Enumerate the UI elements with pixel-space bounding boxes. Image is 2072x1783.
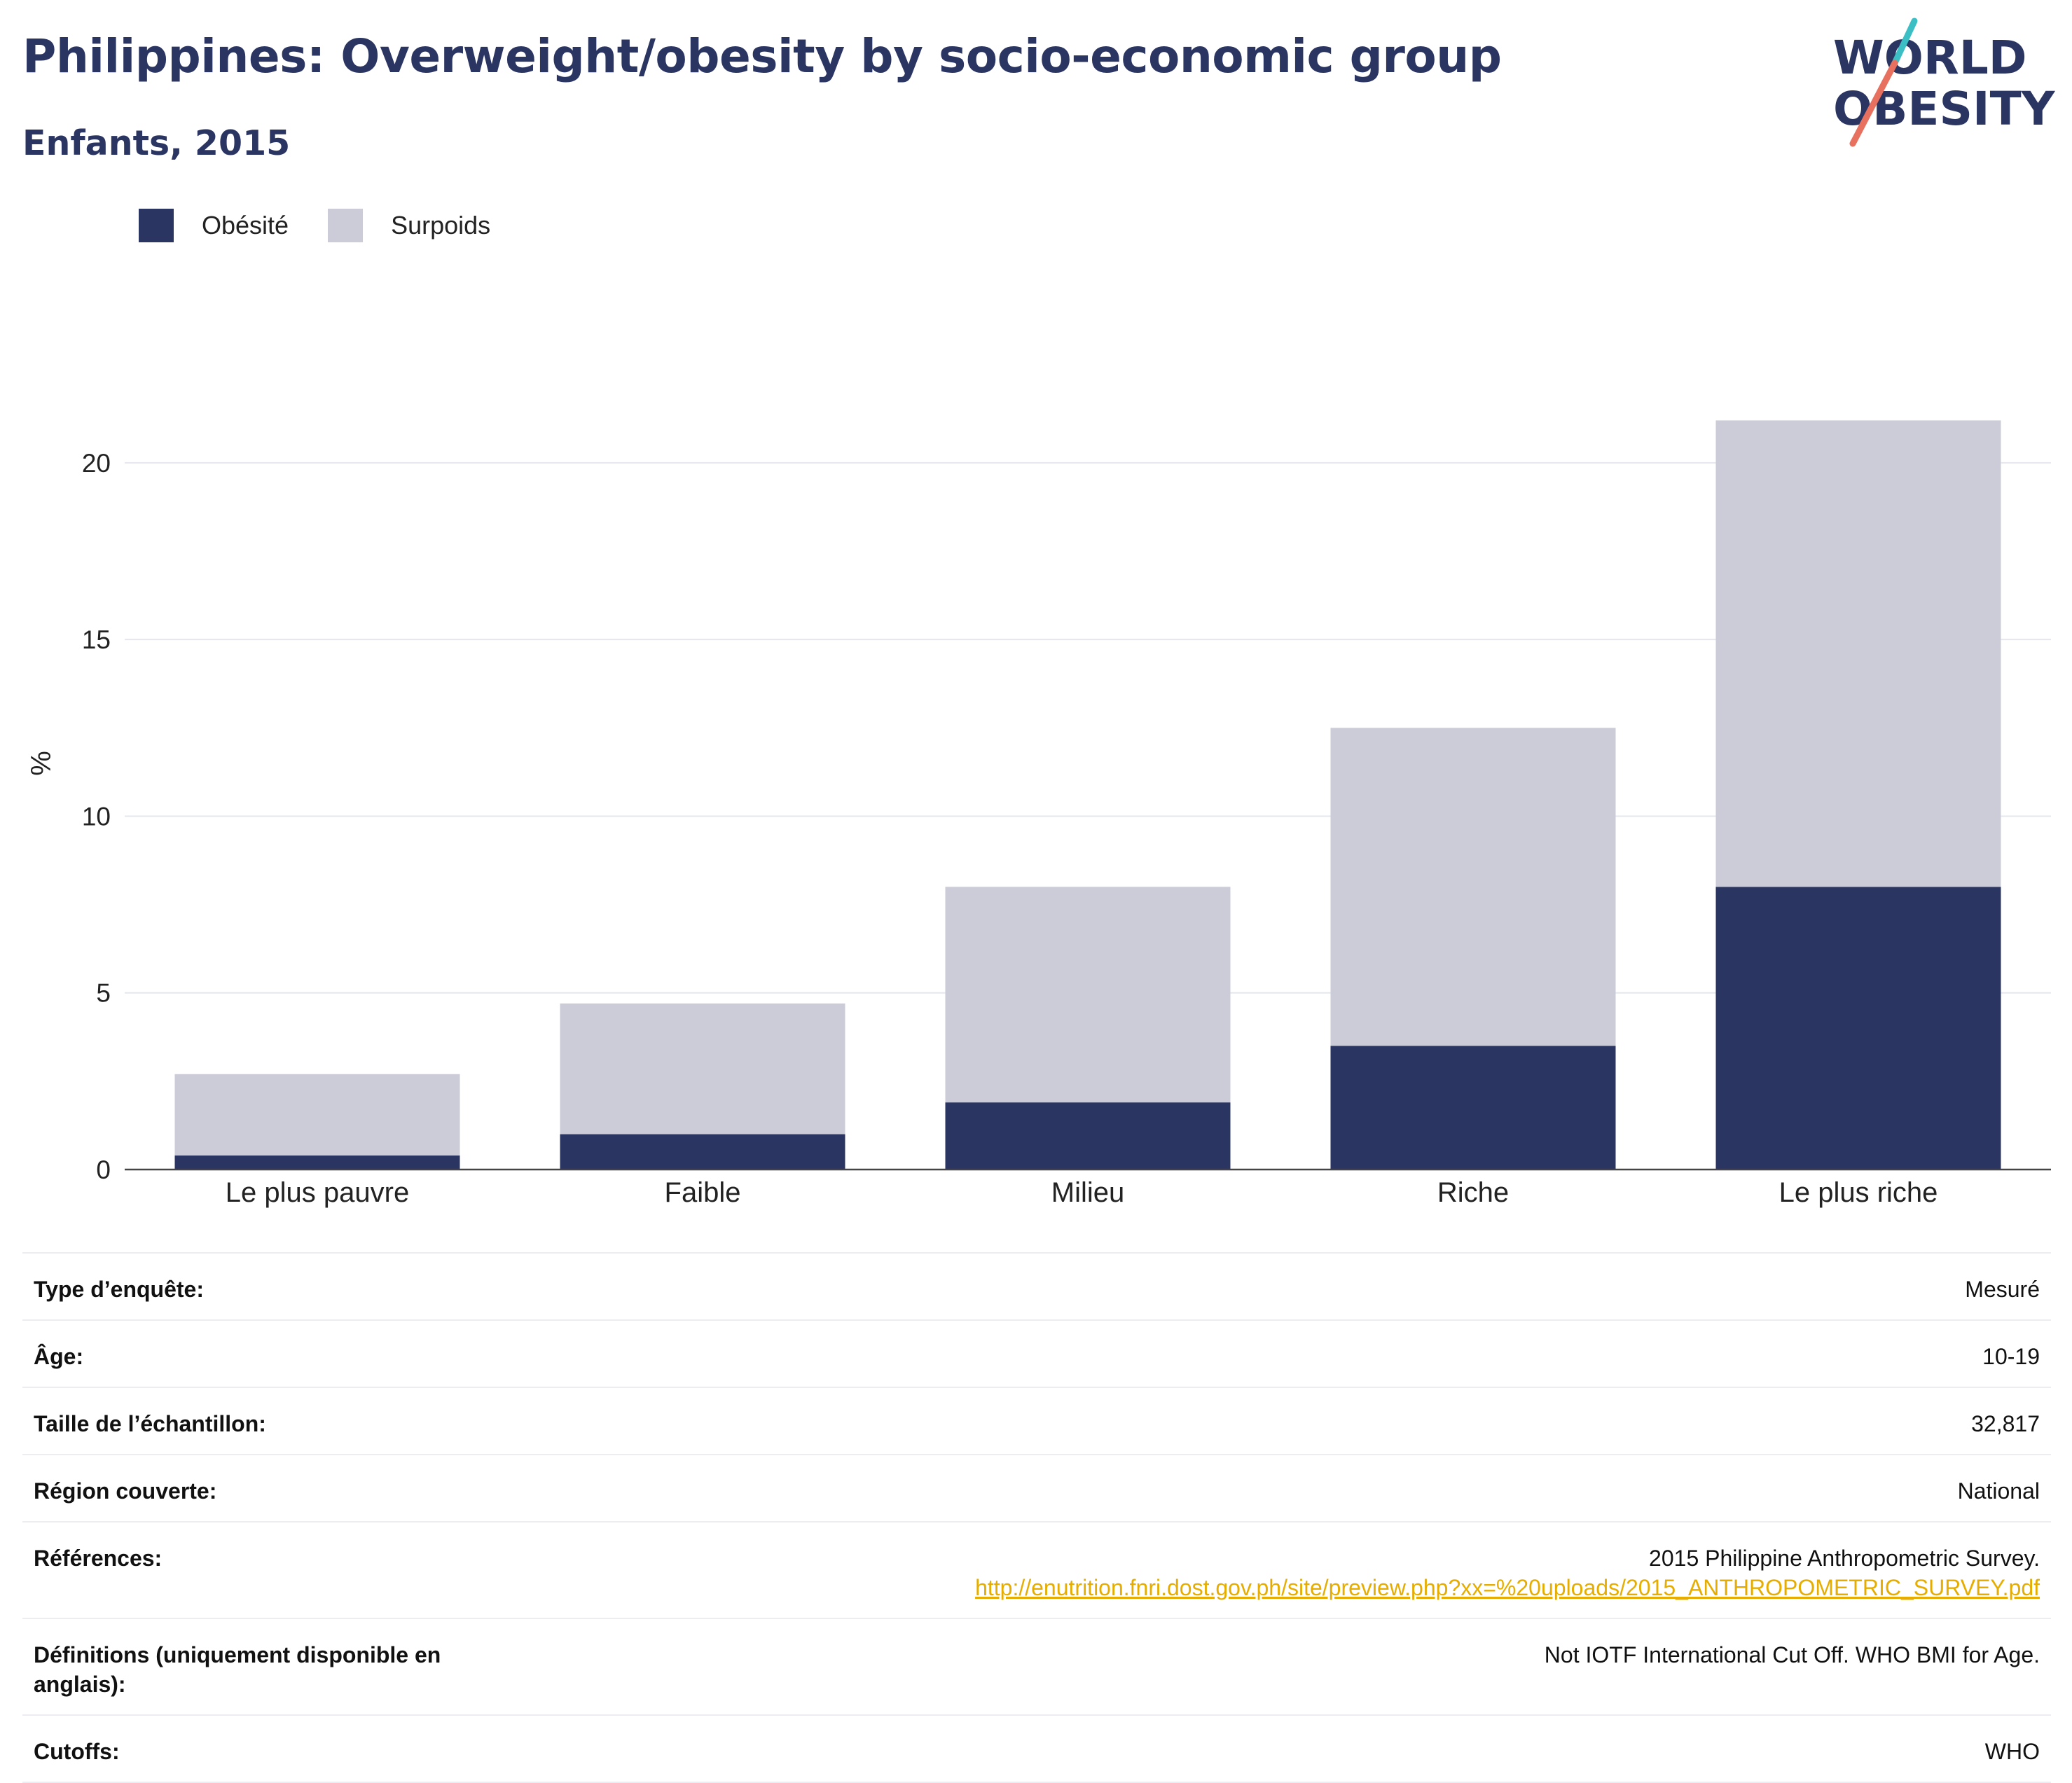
y-tick-label: 20 bbox=[82, 449, 111, 478]
info-value-cutoffs: WHO bbox=[1984, 1739, 2040, 1764]
bar-surpoids bbox=[1330, 728, 1616, 1046]
info-label-survey-type: Type d’enquête: bbox=[34, 1277, 204, 1302]
info-label-age: Âge: bbox=[34, 1344, 84, 1369]
bar-obesite bbox=[560, 1134, 845, 1170]
info-label-definitions: Définitions (uniquement disponible en an… bbox=[34, 1642, 441, 1697]
info-value-survey-type: Mesuré bbox=[1965, 1277, 2040, 1302]
bar-obesite bbox=[945, 1102, 1231, 1170]
bar-obesite bbox=[174, 1155, 460, 1170]
logo-word-world: WORLD bbox=[1833, 31, 2027, 85]
y-tick-label: 5 bbox=[96, 979, 111, 1008]
info-label-references: Références: bbox=[34, 1546, 163, 1571]
x-tick-label: Faible bbox=[665, 1177, 741, 1208]
x-tick-label: Milieu bbox=[1051, 1177, 1124, 1208]
info-row-cutoffs: Cutoffs: WHO bbox=[22, 1716, 2051, 1783]
info-row-survey-type: Type d’enquête: Mesuré bbox=[22, 1254, 2051, 1321]
info-row-region: Région couverte: National bbox=[22, 1455, 2051, 1522]
y-axis-title: % bbox=[26, 751, 57, 776]
bar-surpoids bbox=[1715, 420, 2001, 887]
bar-obesite bbox=[1330, 1046, 1616, 1170]
info-row-definitions: Définitions (uniquement disponible en an… bbox=[22, 1619, 2051, 1716]
info-value-age: 10-19 bbox=[1982, 1344, 2040, 1369]
chart-subtitle: Enfants, 2015 bbox=[22, 123, 291, 163]
reference-link[interactable]: http://enutrition.fnri.dost.gov.ph/site/… bbox=[975, 1575, 2040, 1600]
info-label-region: Région couverte: bbox=[34, 1478, 217, 1504]
legend-item-obesite[interactable]: Obésité bbox=[139, 209, 289, 242]
bar-surpoids bbox=[174, 1074, 460, 1156]
y-tick-label: 15 bbox=[82, 625, 111, 654]
reference-text: 2015 Philippine Anthropometric Survey. bbox=[1649, 1546, 2040, 1571]
info-value-definitions: Not IOTF International Cut Off. WHO BMI … bbox=[1544, 1642, 2040, 1667]
chart-title: Philippines: Overweight/obesity by socio… bbox=[22, 29, 1502, 83]
x-tick-label: Riche bbox=[1437, 1177, 1509, 1208]
info-value-references: 2015 Philippine Anthropometric Survey. h… bbox=[975, 1543, 2040, 1602]
info-label-cutoffs: Cutoffs: bbox=[34, 1739, 120, 1764]
legend-swatch-obesite bbox=[139, 209, 174, 242]
info-row-age: Âge: 10-19 bbox=[22, 1321, 2051, 1388]
legend-swatch-surpoids bbox=[328, 209, 364, 242]
logo-slash-top bbox=[1891, 18, 1918, 67]
legend-label-obesite: Obésité bbox=[202, 211, 289, 240]
legend-label-surpoids: Surpoids bbox=[391, 211, 491, 240]
y-tick-label: 10 bbox=[82, 802, 111, 831]
info-label-sample-size: Taille de l’échantillon: bbox=[34, 1411, 266, 1436]
bar-surpoids bbox=[560, 1003, 845, 1135]
info-value-sample-size: 32,817 bbox=[1971, 1411, 2040, 1436]
bar-obesite bbox=[1715, 887, 2001, 1170]
chart-legend: Obésité Surpoids bbox=[139, 209, 530, 242]
legend-item-surpoids[interactable]: Surpoids bbox=[328, 209, 490, 242]
logo-slash-bottom bbox=[1849, 60, 1898, 147]
world-obesity-logo: WORLD OBESITY bbox=[1833, 18, 2056, 147]
info-value-region: National bbox=[1957, 1478, 2040, 1504]
info-row-sample-size: Taille de l’échantillon: 32,817 bbox=[22, 1388, 2051, 1455]
y-tick-label: 0 bbox=[96, 1156, 111, 1184]
stacked-bar-chart: 0 5 10 15 20% Le plus pauvre Faible Milieu Riche… bbox=[26, 420, 2051, 1208]
bar-surpoids bbox=[945, 887, 1231, 1103]
survey-info-table: Type d’enquête: Mesuré Âge: 10-19 Taille… bbox=[22, 1252, 2051, 1783]
x-tick-label: Le plus pauvre bbox=[226, 1177, 409, 1208]
x-tick-label: Le plus riche bbox=[1779, 1177, 1938, 1208]
info-row-references: Références: 2015 Philippine Anthropometr… bbox=[22, 1522, 2051, 1619]
